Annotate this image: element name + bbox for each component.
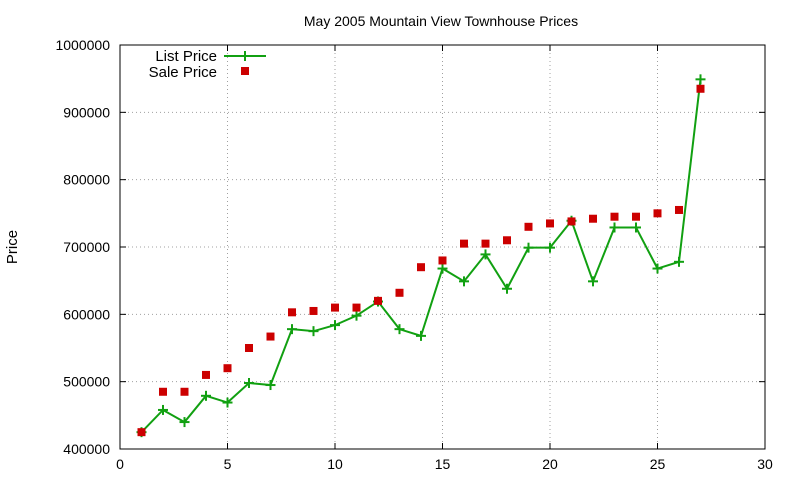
data-point-list-price bbox=[265, 380, 276, 391]
chart-title: May 2005 Mountain View Townhouse Prices bbox=[304, 13, 578, 29]
data-point-list-price bbox=[351, 310, 362, 321]
data-point-list-price bbox=[674, 256, 684, 267]
data-point-list-price bbox=[459, 276, 469, 287]
series-line-list-price bbox=[140, 79, 702, 433]
legend: List Price Sale Price bbox=[149, 48, 266, 81]
data-point-list-price bbox=[480, 249, 491, 260]
data-point-sale-price bbox=[202, 370, 210, 379]
data-point-sale-price bbox=[567, 217, 576, 226]
legend-label-list-price: List Price bbox=[155, 48, 217, 65]
x-tick-label: 15 bbox=[435, 456, 451, 472]
data-point-list-price bbox=[631, 222, 641, 233]
data-point-list-price bbox=[287, 324, 297, 335]
data-point-sale-price bbox=[331, 303, 339, 312]
data-point-sale-price bbox=[137, 428, 146, 437]
data-point-sale-price bbox=[352, 303, 361, 312]
legend-swatch-list-price bbox=[224, 51, 266, 61]
data-point-sale-price bbox=[417, 263, 425, 272]
data-point-sale-price bbox=[223, 364, 232, 373]
data-point-list-price bbox=[394, 324, 405, 335]
data-point-sale-price bbox=[460, 239, 468, 248]
data-point-list-price bbox=[502, 283, 512, 294]
x-tick-label: 5 bbox=[224, 456, 232, 472]
data-point-sale-price bbox=[180, 387, 189, 396]
series-layer bbox=[136, 74, 706, 438]
data-point-list-price bbox=[244, 378, 254, 389]
axis-ticks: 0 5 10 15 20 25 30 400000 500000 600000 700000 8000… bbox=[55, 37, 773, 472]
data-point-sale-price bbox=[632, 212, 640, 221]
x-tick-label: 0 bbox=[116, 456, 124, 472]
data-point-sale-price bbox=[309, 306, 318, 315]
data-point-list-price bbox=[545, 242, 555, 253]
data-point-list-price bbox=[588, 276, 598, 287]
y-tick-label: 600000 bbox=[63, 306, 110, 322]
data-point-list-price bbox=[416, 330, 426, 341]
y-axis-label: Price bbox=[4, 230, 21, 264]
data-point-sale-price bbox=[524, 222, 533, 231]
data-point-sale-price bbox=[481, 239, 490, 248]
data-point-sale-price bbox=[696, 84, 705, 93]
data-point-sale-price bbox=[503, 236, 511, 245]
data-point-list-price bbox=[308, 326, 319, 337]
y-tick-label: 500000 bbox=[63, 374, 110, 390]
data-point-sale-price bbox=[438, 256, 447, 265]
data-point-sale-price bbox=[374, 296, 382, 305]
data-point-sale-price bbox=[546, 219, 554, 228]
grid bbox=[120, 45, 765, 449]
data-point-list-price bbox=[158, 404, 168, 415]
data-point-list-price bbox=[222, 397, 233, 408]
legend-label-sale-price: Sale Price bbox=[149, 64, 217, 81]
y-tick-label: 900000 bbox=[63, 104, 110, 120]
y-tick-label: 700000 bbox=[63, 239, 110, 255]
y-tick-label: 1000000 bbox=[55, 37, 110, 53]
x-tick-label: 20 bbox=[542, 456, 558, 472]
data-point-list-price bbox=[437, 263, 448, 274]
y-tick-label: 800000 bbox=[63, 172, 110, 188]
data-point-sale-price bbox=[675, 205, 683, 214]
x-tick-label: 25 bbox=[650, 456, 666, 472]
data-point-list-price bbox=[695, 74, 706, 85]
data-point-list-price bbox=[523, 242, 534, 253]
data-point-sale-price bbox=[266, 332, 275, 341]
data-point-sale-price bbox=[159, 387, 167, 396]
data-point-sale-price bbox=[589, 214, 597, 223]
data-point-sale-price bbox=[610, 212, 619, 221]
data-point-list-price bbox=[330, 320, 340, 331]
data-point-sale-price bbox=[288, 308, 296, 317]
data-point-sale-price bbox=[395, 288, 404, 297]
data-point-list-price bbox=[652, 263, 663, 274]
legend-swatch-sale-price bbox=[241, 67, 249, 75]
x-tick-label: 30 bbox=[757, 456, 773, 472]
y-tick-label: 400000 bbox=[63, 441, 110, 457]
data-point-sale-price bbox=[245, 344, 253, 352]
x-tick-label: 10 bbox=[327, 456, 343, 472]
data-point-sale-price bbox=[653, 209, 662, 218]
data-point-list-price bbox=[179, 417, 190, 428]
data-point-list-price bbox=[201, 390, 211, 401]
data-point-list-price bbox=[609, 222, 620, 233]
